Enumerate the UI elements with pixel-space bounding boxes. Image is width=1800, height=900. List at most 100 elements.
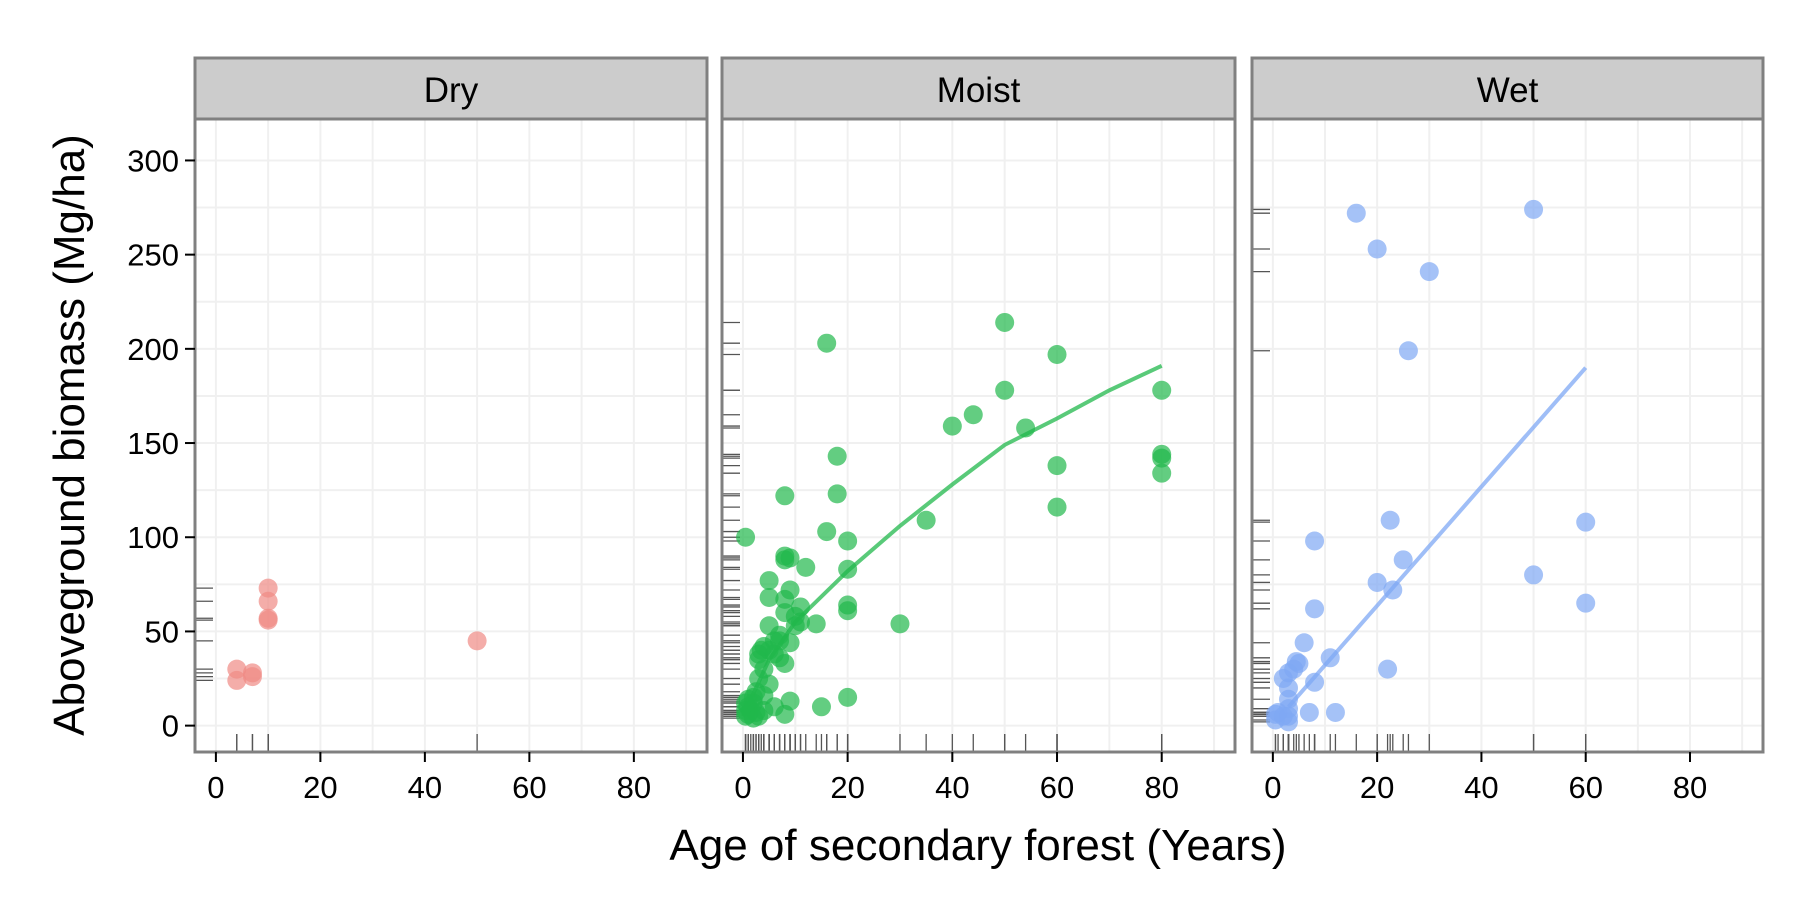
data-point <box>1305 672 1325 692</box>
data-point <box>995 312 1015 332</box>
data-points <box>736 312 1172 728</box>
data-point <box>1419 262 1439 282</box>
panel-label: Wet <box>1477 71 1539 110</box>
panel-label: Dry <box>424 71 479 110</box>
data-point <box>1398 341 1418 361</box>
data-point <box>1576 593 1596 613</box>
data-point <box>780 691 800 711</box>
panel-label: Moist <box>937 71 1021 110</box>
y-tick-label: 50 <box>145 614 179 649</box>
x-tick-label: 20 <box>303 770 337 805</box>
data-point <box>258 578 278 598</box>
data-point <box>811 697 831 717</box>
y-tick-label: 250 <box>127 238 179 273</box>
y-tick-label: 0 <box>162 709 179 744</box>
data-point <box>258 591 278 611</box>
x-tick-label: 0 <box>734 770 751 805</box>
data-point <box>963 405 983 425</box>
data-points <box>227 578 487 690</box>
data-point <box>827 446 847 466</box>
panel-frame <box>193 117 709 754</box>
data-point <box>227 670 247 690</box>
data-point <box>791 612 811 632</box>
gridlines <box>722 119 1235 752</box>
data-point <box>1289 653 1309 673</box>
data-points <box>1265 199 1596 732</box>
data-point <box>736 527 756 547</box>
data-point <box>1047 497 1067 517</box>
data-point <box>258 610 278 630</box>
gridlines <box>1252 119 1763 752</box>
x-tick-label: 20 <box>830 770 864 805</box>
data-point <box>1524 199 1544 219</box>
panel-strip <box>193 56 709 121</box>
data-point <box>890 614 910 634</box>
trend-line <box>1286 366 1588 709</box>
data-point <box>995 380 1015 400</box>
y-tick-label: 100 <box>127 520 179 555</box>
x-tick-label: 60 <box>1568 770 1602 805</box>
data-point <box>754 659 774 679</box>
x-tick-label: 60 <box>512 770 546 805</box>
panel-frame <box>720 117 1237 754</box>
x-tick-label: 0 <box>1264 770 1281 805</box>
y-tick-label: 200 <box>127 332 179 367</box>
data-point <box>759 674 779 694</box>
data-point <box>1047 344 1067 364</box>
y-axis-title: Aboveground biomass (Mg/ha) <box>45 134 94 736</box>
data-point <box>775 486 795 506</box>
panel-frame <box>1250 117 1765 754</box>
rug-marks <box>1252 208 1587 752</box>
data-point <box>1294 633 1314 653</box>
data-point <box>1152 463 1172 483</box>
data-point <box>838 531 858 551</box>
data-point <box>242 663 262 683</box>
data-point <box>806 614 826 634</box>
data-point <box>1383 580 1403 600</box>
x-tick-label: 40 <box>408 770 442 805</box>
data-point <box>838 559 858 579</box>
data-point <box>1047 456 1067 476</box>
data-point <box>759 588 779 608</box>
data-point <box>817 522 837 542</box>
y-tick-label: 300 <box>127 143 179 178</box>
data-point <box>775 653 795 673</box>
data-point <box>1378 659 1398 679</box>
data-point <box>759 571 779 591</box>
data-point <box>1325 702 1345 722</box>
data-point <box>1367 239 1387 259</box>
gridlines <box>195 119 707 752</box>
data-point <box>942 416 962 436</box>
data-point <box>1279 712 1298 732</box>
data-point <box>1299 702 1319 722</box>
x-tick-label: 40 <box>935 770 969 805</box>
data-point <box>1393 550 1413 570</box>
x-tick-label: 80 <box>617 770 651 805</box>
panel-wet: Wet 0 20 40 60 80 <box>1250 56 1765 805</box>
panel-strip <box>720 56 1237 121</box>
data-point <box>1152 380 1172 400</box>
x-tick-label: 80 <box>1673 770 1707 805</box>
data-point <box>817 333 837 353</box>
data-point <box>1305 599 1325 619</box>
x-tick-label: 0 <box>207 770 224 805</box>
data-point <box>1320 648 1340 668</box>
panel-dry: Dry 0 20 40 60 80 <box>193 56 709 805</box>
panel-moist: Moist 0 20 40 60 80 <box>720 56 1237 805</box>
data-point <box>827 484 847 504</box>
data-point <box>780 633 800 653</box>
data-point <box>796 557 816 577</box>
data-point <box>838 601 858 621</box>
x-axis-title: Age of secondary forest (Years) <box>669 821 1286 870</box>
data-point <box>838 687 858 707</box>
y-tick-label: 150 <box>127 426 179 461</box>
data-point <box>780 580 800 600</box>
data-point <box>1380 510 1400 530</box>
data-point <box>1367 572 1387 592</box>
x-tick-label: 80 <box>1144 770 1178 805</box>
x-tick-label: 40 <box>1464 770 1498 805</box>
x-tick-label: 20 <box>1360 770 1394 805</box>
x-tick-label: 60 <box>1040 770 1074 805</box>
data-point <box>916 510 936 530</box>
